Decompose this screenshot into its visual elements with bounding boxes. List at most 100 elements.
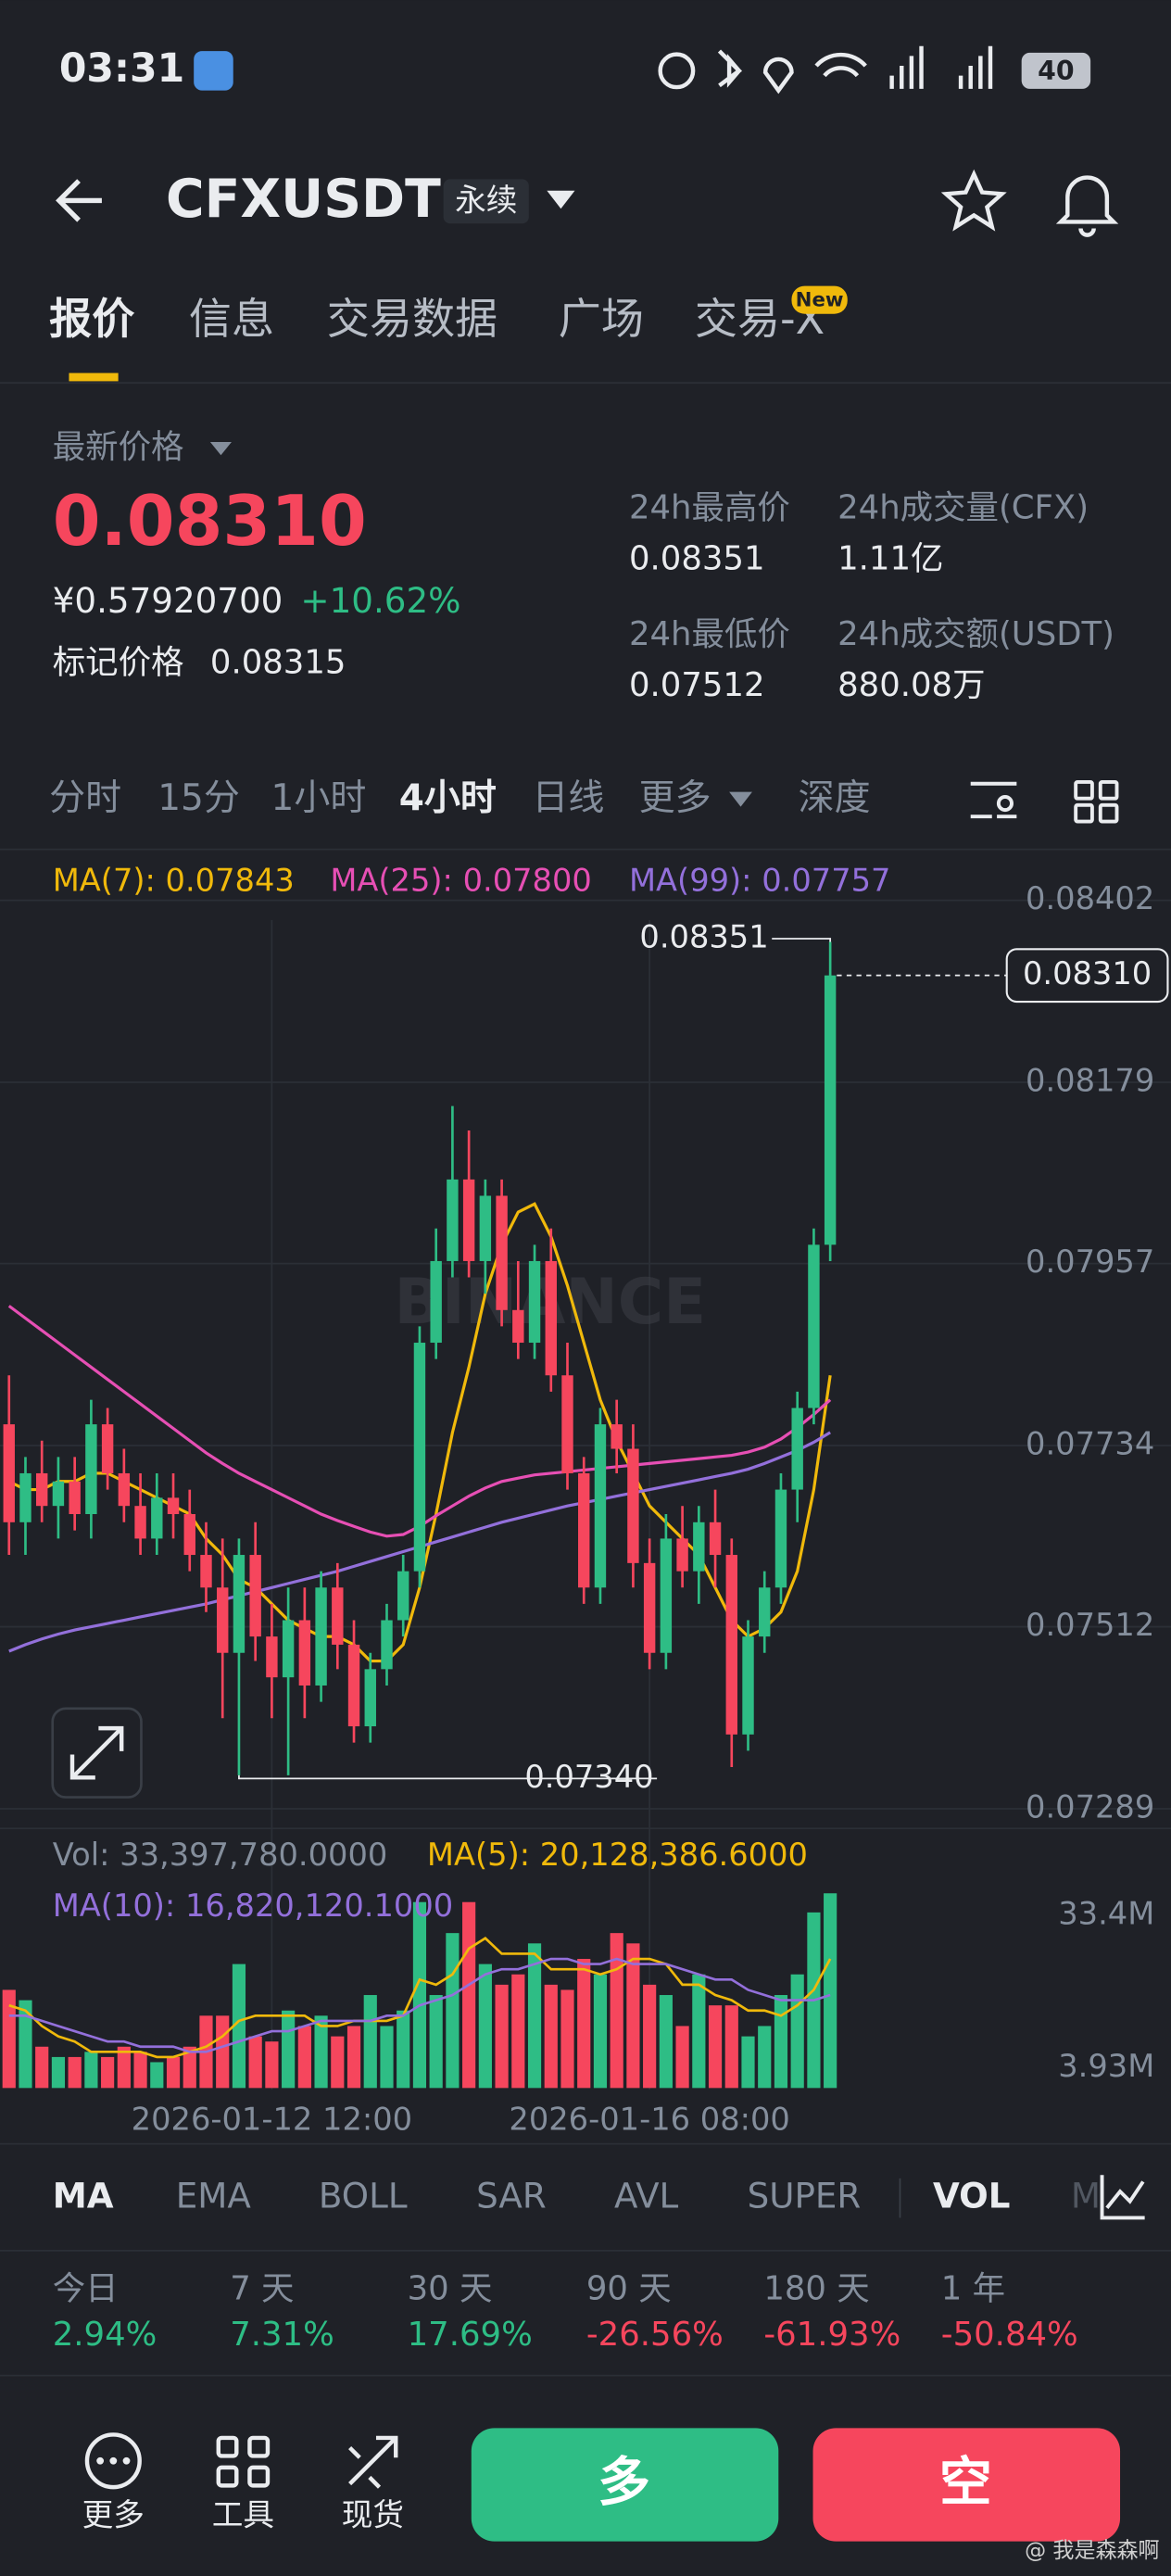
period-value: 7.31% bbox=[230, 2316, 334, 2354]
volume-bar bbox=[708, 2005, 723, 2089]
more-dropdown bbox=[729, 791, 752, 807]
badge bbox=[791, 285, 848, 314]
candle-body bbox=[332, 1587, 344, 1645]
alert-button[interactable] bbox=[1055, 175, 1119, 237]
last-price-label: 0.08310 bbox=[1023, 955, 1152, 991]
candle-body bbox=[69, 1481, 81, 1514]
interval[interactable]: 15分 bbox=[157, 777, 240, 819]
status-icons bbox=[658, 45, 993, 95]
ma-legend: MA(99): 0.07757 bbox=[629, 863, 891, 899]
volume-bar bbox=[166, 2056, 181, 2089]
high-pointer bbox=[772, 938, 832, 942]
tab[interactable]: 信息 bbox=[189, 294, 274, 344]
x-tick-label: 2026-01-16 08:00 bbox=[509, 2101, 789, 2137]
candle-body bbox=[364, 1669, 376, 1727]
volume-bar bbox=[68, 2056, 82, 2089]
y-tick-label: 0.07512 bbox=[1026, 1607, 1154, 1643]
stat-label: 24h成交量(CFX) bbox=[837, 489, 1089, 527]
indicator[interactable]: SUPER bbox=[748, 2176, 862, 2216]
tab[interactable]: 交易数据 bbox=[327, 294, 497, 344]
chart-settings-button[interactable] bbox=[970, 781, 1017, 819]
indicator[interactable]: AVL bbox=[614, 2176, 679, 2216]
symbol-dropdown[interactable] bbox=[547, 190, 575, 209]
indicator[interactable]: SAR bbox=[476, 2176, 547, 2216]
volume-bar bbox=[314, 2015, 328, 2089]
footer-item[interactable]: 工具 bbox=[212, 2497, 274, 2533]
volume-bar bbox=[495, 1984, 509, 2089]
long-button[interactable] bbox=[471, 2428, 779, 2542]
volume-bar bbox=[232, 1964, 246, 2089]
candle-body bbox=[36, 1472, 48, 1507]
badge-text: New bbox=[796, 289, 844, 312]
candle-body bbox=[611, 1424, 623, 1449]
volume-bar bbox=[593, 1974, 608, 2089]
volume-bar bbox=[297, 2026, 311, 2089]
volume-bar bbox=[675, 2026, 689, 2089]
indicator[interactable]: EMA bbox=[176, 2176, 252, 2216]
candle-body bbox=[791, 1408, 803, 1490]
volume-bar bbox=[724, 2005, 738, 2089]
candle-body bbox=[693, 1522, 705, 1572]
mark-price-label: 标记价格 bbox=[53, 643, 184, 681]
candle-body bbox=[759, 1587, 771, 1637]
y-tick-label: 0.07289 bbox=[1026, 1788, 1154, 1825]
battery bbox=[1021, 52, 1091, 89]
stat-label: 24h最高价 bbox=[629, 489, 790, 527]
interval[interactable]: 日线 bbox=[532, 777, 604, 819]
candle-body bbox=[512, 1309, 524, 1344]
volume-bar bbox=[692, 1974, 706, 2089]
indicator[interactable]: MA bbox=[53, 2176, 114, 2216]
candle-body bbox=[561, 1375, 573, 1473]
contract-tag: 永续 bbox=[455, 183, 517, 219]
volume-bar bbox=[758, 2026, 772, 2089]
footer-icons bbox=[84, 2432, 398, 2490]
indicator[interactable]: VOL bbox=[933, 2176, 1011, 2216]
tab[interactable]: 报价 bbox=[49, 294, 134, 344]
interval[interactable]: 4小时 bbox=[399, 777, 497, 819]
candle-body bbox=[282, 1620, 295, 1678]
x-tick-label: 2026-01-12 12:00 bbox=[132, 2101, 412, 2137]
interval[interactable]: 更多 bbox=[639, 777, 711, 819]
candle-body bbox=[134, 1506, 146, 1539]
tab[interactable]: 广场 bbox=[559, 294, 644, 344]
volume-bar bbox=[544, 1984, 558, 2089]
symbol[interactable]: CFXUSDT bbox=[166, 169, 441, 230]
indicator-settings[interactable] bbox=[1100, 2175, 1145, 2220]
volume-bar bbox=[659, 1995, 673, 2089]
interval[interactable]: 深度 bbox=[799, 777, 871, 819]
indicator[interactable]: M bbox=[1071, 2176, 1101, 2216]
candle-body bbox=[578, 1472, 590, 1588]
short-button[interactable] bbox=[812, 2428, 1121, 2542]
volume-label: Vol: 33,397,780.0000 bbox=[53, 1837, 388, 1873]
candle-body bbox=[627, 1448, 639, 1563]
back-button[interactable] bbox=[56, 179, 102, 222]
price-dropdown[interactable] bbox=[209, 442, 232, 456]
candle-body bbox=[397, 1571, 409, 1621]
volume-bar bbox=[363, 1995, 377, 2089]
favorite-button[interactable] bbox=[940, 169, 1007, 232]
candle-body bbox=[315, 1587, 327, 1686]
candle-body bbox=[774, 1489, 787, 1588]
footer-item[interactable]: 更多 bbox=[82, 2497, 145, 2533]
price-change: +10.62% bbox=[300, 580, 460, 621]
layout-button[interactable] bbox=[1074, 780, 1119, 824]
interval[interactable]: 1小时 bbox=[271, 777, 367, 819]
volume-bar bbox=[51, 2056, 66, 2089]
candle-body bbox=[52, 1481, 65, 1507]
candle-body bbox=[249, 1555, 261, 1637]
volume-bar bbox=[446, 1933, 460, 2089]
volume-bar bbox=[462, 1901, 476, 2089]
footer-item[interactable]: 现货 bbox=[342, 2497, 404, 2533]
period-label: 30 天 bbox=[408, 2269, 493, 2307]
last-price: 0.08310 bbox=[53, 481, 367, 562]
clock: 03:31 bbox=[59, 46, 184, 92]
volume-tick-label: 33.4M bbox=[1058, 1896, 1154, 1932]
period-value: -61.93% bbox=[763, 2316, 900, 2354]
volume-bar bbox=[412, 1901, 427, 2089]
volume-bar bbox=[133, 2052, 147, 2089]
interval[interactable]: 分时 bbox=[49, 777, 121, 819]
volume-bar bbox=[117, 2046, 131, 2089]
indicator[interactable]: BOLL bbox=[319, 2176, 408, 2216]
stat-value: 0.08351 bbox=[629, 540, 765, 578]
